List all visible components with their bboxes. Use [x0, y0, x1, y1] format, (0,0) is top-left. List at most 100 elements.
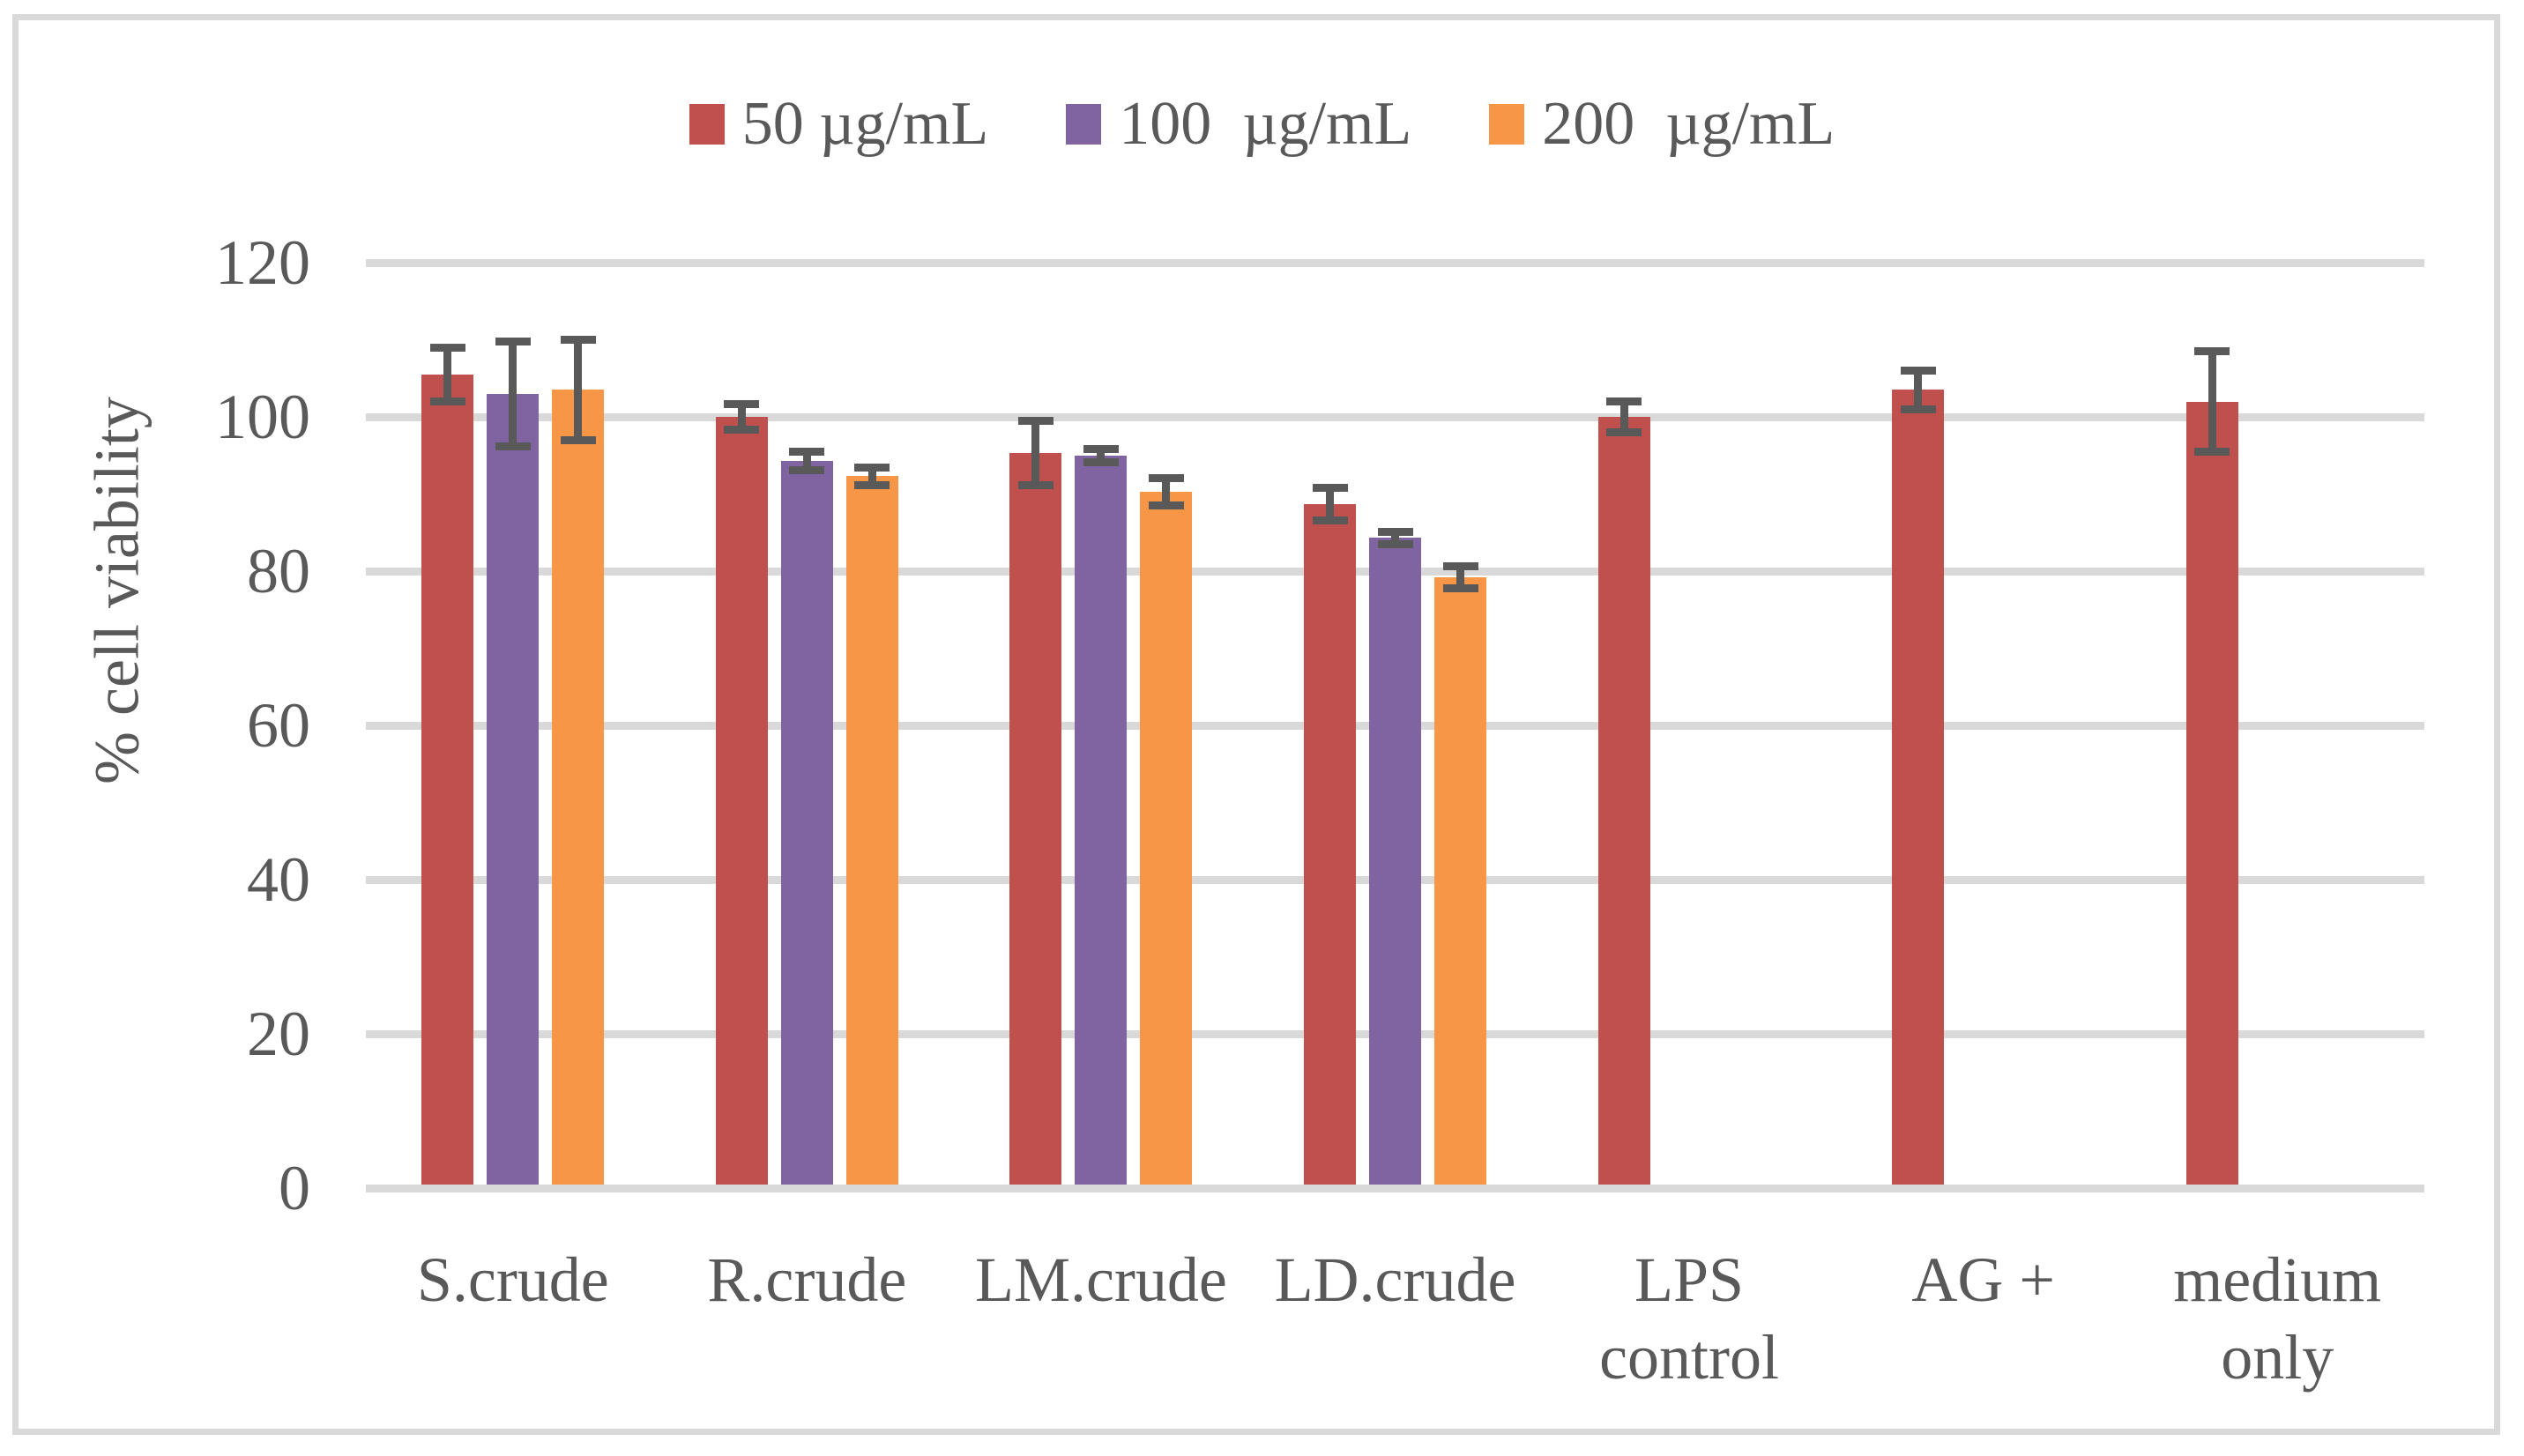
gridline — [366, 258, 2424, 267]
legend-swatch — [1489, 104, 1525, 145]
error-bar-line — [1031, 417, 1040, 490]
error-bar — [724, 399, 760, 435]
error-bar-cap — [1017, 417, 1054, 425]
error-bar-line — [1619, 397, 1628, 436]
error-bar — [1083, 444, 1119, 466]
error-bar — [429, 343, 465, 405]
error-bar-cap — [560, 336, 596, 345]
error-bar-cap — [2194, 447, 2230, 456]
error-bar-cap — [1900, 367, 1936, 375]
error-bar-cap — [854, 463, 890, 472]
y-tick-label: 80 — [247, 536, 310, 606]
error-bar — [1606, 397, 1642, 436]
x-axis-label: LPS control — [1599, 1244, 1780, 1393]
error-bar-cap — [1312, 484, 1348, 493]
y-tick-label: 100 — [215, 382, 310, 452]
x-axis-label: medium only — [2173, 1244, 2382, 1393]
bar — [1009, 453, 1062, 1185]
error-bar-cap — [2194, 347, 2230, 356]
error-bar-cap — [1442, 562, 1478, 571]
error-bar — [1017, 417, 1054, 490]
error-bar-cap — [1442, 583, 1478, 592]
x-axis-label: S.crude — [416, 1244, 609, 1315]
x-axis-label: LM.crude — [974, 1244, 1227, 1315]
error-bar-line — [1391, 528, 1399, 548]
y-tick-label: 60 — [247, 690, 310, 761]
error-bar-cap — [1377, 539, 1413, 548]
error-bar-line — [802, 448, 811, 474]
bar — [552, 390, 605, 1185]
legend-swatch — [689, 104, 725, 145]
legend: 50 µg/mL 100 µg/mL 200 µg/mL — [0, 85, 2524, 164]
error-bar-cap — [1148, 501, 1184, 509]
error-bar-cap — [1312, 516, 1348, 524]
error-bar-cap — [1606, 427, 1642, 436]
legend-item: 50 µg/mL — [689, 90, 989, 158]
bar — [421, 374, 474, 1185]
y-tick-label: 20 — [247, 999, 310, 1069]
legend-label: 100 µg/mL — [1119, 90, 1412, 158]
legend-item: 100 µg/mL — [1066, 93, 1411, 155]
x-axis-label: LD.crude — [1274, 1244, 1516, 1315]
error-bar-line — [867, 463, 876, 490]
error-bar-line — [2208, 347, 2216, 456]
error-bar — [854, 463, 890, 490]
bar — [780, 460, 833, 1185]
error-bar — [1377, 528, 1413, 548]
y-tick-label: 40 — [247, 844, 310, 915]
error-bar-line — [1097, 444, 1106, 466]
error-bar-cap — [1377, 528, 1413, 536]
bar — [1597, 417, 1650, 1185]
error-bar-cap — [724, 426, 760, 435]
error-bar-line — [1914, 367, 1923, 413]
gridline — [366, 412, 2424, 421]
bar — [2185, 401, 2238, 1185]
error-bar-line — [737, 399, 746, 435]
error-bar-cap — [1900, 405, 1936, 413]
error-bar-cap — [1083, 444, 1119, 453]
bar — [845, 476, 898, 1185]
error-bar-cap — [789, 465, 825, 474]
error-bar-cap — [1606, 397, 1642, 406]
y-tick-label: 0 — [279, 1153, 310, 1223]
error-bar — [560, 336, 596, 444]
error-bar-cap — [429, 343, 465, 352]
error-bar — [495, 337, 531, 450]
error-bar — [789, 448, 825, 474]
x-axis-label: AG + — [1911, 1244, 2055, 1315]
error-bar-cap — [495, 442, 531, 450]
error-bar-line — [1456, 562, 1464, 592]
error-bar-line — [443, 343, 452, 405]
legend-item: 200 µg/mL — [1489, 93, 1835, 155]
bar — [1892, 390, 1945, 1185]
error-bar-cap — [854, 481, 890, 490]
bar — [1369, 538, 1421, 1185]
error-bar-line — [574, 336, 583, 444]
legend-label: 200 µg/mL — [1542, 90, 1835, 158]
error-bar-cap — [1017, 481, 1054, 490]
error-bar-cap — [789, 448, 825, 456]
bar — [1075, 455, 1128, 1185]
bar — [1304, 503, 1356, 1185]
bar — [715, 417, 768, 1185]
error-bar — [1442, 562, 1478, 592]
error-bar-cap — [1148, 473, 1184, 482]
error-bar-cap — [429, 397, 465, 405]
bar — [1434, 577, 1486, 1185]
bar — [1140, 491, 1193, 1185]
legend-label: 50 µg/mL — [741, 90, 989, 158]
y-tick-label: 120 — [215, 227, 310, 298]
legend-swatch — [1066, 104, 1102, 145]
error-bar-cap — [560, 435, 596, 444]
error-bar — [1312, 484, 1348, 524]
error-bar-cap — [724, 399, 760, 408]
bar — [487, 393, 540, 1185]
y-axis-title: % cell viability — [81, 397, 153, 784]
error-bar-line — [509, 337, 517, 450]
gridline — [366, 1184, 2424, 1192]
error-bar — [1900, 367, 1936, 413]
error-bar-cap — [495, 337, 531, 345]
error-bar-cap — [1083, 458, 1119, 466]
error-bar-line — [1326, 484, 1334, 524]
